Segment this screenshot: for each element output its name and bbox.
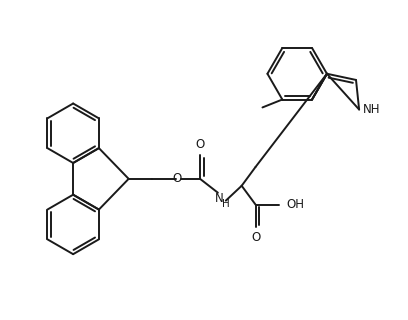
Text: OH: OH bbox=[286, 198, 304, 211]
Text: O: O bbox=[251, 231, 260, 244]
Text: N: N bbox=[215, 192, 223, 205]
Text: H: H bbox=[222, 199, 230, 209]
Text: NH: NH bbox=[363, 103, 381, 116]
Text: O: O bbox=[173, 172, 182, 185]
Text: O: O bbox=[195, 138, 205, 151]
